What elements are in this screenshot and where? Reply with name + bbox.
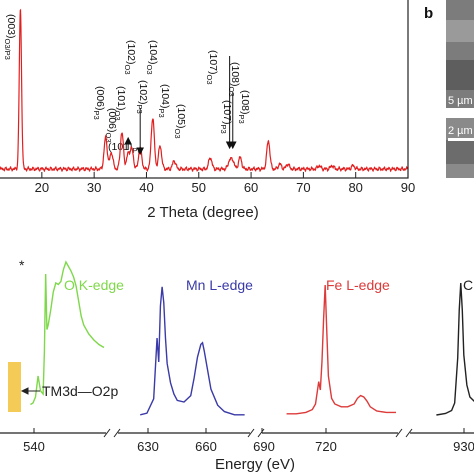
- xas-tick-label: 720: [315, 439, 337, 454]
- xrd-peak-arrowhead: [124, 136, 132, 145]
- xrd-peak-label: (006)P3: [92, 86, 106, 120]
- xas-tick-label: 630: [137, 439, 159, 454]
- xrd-peak-label: (102)O3: [123, 40, 137, 75]
- xrd-peak-label: (104)O3: [145, 40, 159, 75]
- xrd-tick-label: 80: [348, 180, 362, 195]
- sem-scale-label-1: 5 µm: [448, 95, 473, 107]
- xrd-peak-arrows: [124, 56, 237, 156]
- series-label-fe-l-edge: Fe L-edge: [326, 277, 390, 293]
- xrd-tick-label: 50: [192, 180, 206, 195]
- series-label-mn-l-edge: Mn L-edge: [186, 277, 253, 293]
- sem-scale-label-2: 2 µm: [448, 125, 473, 137]
- xas-series-line: [286, 284, 396, 415]
- xrd-peak-label: (003)O3/P3: [3, 14, 17, 60]
- xas-series-line: [436, 282, 474, 416]
- xrd-plot-frame: [0, 0, 409, 179]
- xas-tick-label: 690: [253, 439, 275, 454]
- xrd-peak-label: (107)P3: [219, 100, 233, 134]
- tm3d-o2p-highlight: [8, 362, 21, 412]
- xrd-panel: (003)O3/P3(006)P3 (006)O3(101)O3(101)P3(1…: [0, 0, 415, 221]
- tm3d-o2p-label: TM3d—O2p: [42, 383, 118, 399]
- xrd-peak-label: (104)P3: [157, 84, 171, 118]
- axis-break-marks: [103, 428, 413, 438]
- xas-series-line: [30, 260, 105, 406]
- o-k-edge-star: *: [19, 257, 25, 273]
- sem-scale-bar-2: [448, 138, 474, 141]
- xas-panel: * O K-edge Mn L-edge Fe L-edge C TM3d—O2…: [0, 257, 474, 473]
- xrd-peak-label: (102)P3: [135, 80, 149, 114]
- xrd-peak-label: (101)O3: [113, 86, 127, 121]
- series-label-c: C: [463, 277, 473, 293]
- xas-spectra: [30, 260, 474, 416]
- sem-image-top: [446, 0, 474, 108]
- xrd-peak-label: (105)O3: [173, 104, 187, 139]
- sem-texture: [446, 60, 474, 90]
- xrd-tick-label: 40: [139, 180, 153, 195]
- xas-x-axis-label: Energy (eV): [215, 456, 295, 473]
- xas-x-ticks: [33, 428, 465, 433]
- sem-texture: [446, 20, 474, 42]
- sem-panel: b 5 µm 2 µm: [424, 0, 474, 178]
- xrd-tick-label: 70: [296, 180, 310, 195]
- xrd-tick-label: 90: [401, 180, 415, 195]
- xrd-tick-label: 20: [35, 180, 49, 195]
- panel-label-b: b: [424, 5, 433, 22]
- sem-texture: [446, 140, 474, 164]
- xrd-peak-label: (107)O3: [205, 50, 219, 85]
- xas-tick-label: 660: [195, 439, 217, 454]
- xas-series-line: [140, 286, 245, 416]
- sem-scale-bar-1: [448, 108, 474, 111]
- xas-tick-label: 930: [453, 439, 474, 454]
- xrd-peak-arrowhead: [136, 147, 144, 156]
- xrd-tick-label: 60: [244, 180, 258, 195]
- tm3d-o2p-arrow: [20, 387, 40, 395]
- series-label-o-k-edge: O K-edge: [64, 277, 124, 293]
- xrd-pattern-line: [0, 8, 409, 173]
- xrd-tick-label: 30: [87, 180, 101, 195]
- xrd-peak-label: (108)P3: [237, 90, 251, 124]
- xrd-peak-label: (108)O3: [227, 62, 241, 97]
- xrd-peak-labels: (003)O3/P3(006)P3 (006)O3(101)O3(101)P3(1…: [3, 14, 251, 155]
- xrd-x-axis-label: 2 Theta (degree): [147, 204, 258, 221]
- xrd-x-ticks: 20 30 40 50 60 70 80 90: [35, 172, 415, 195]
- xas-tick-label: 540: [23, 439, 45, 454]
- xrd-peak-arrowhead: [228, 141, 237, 150]
